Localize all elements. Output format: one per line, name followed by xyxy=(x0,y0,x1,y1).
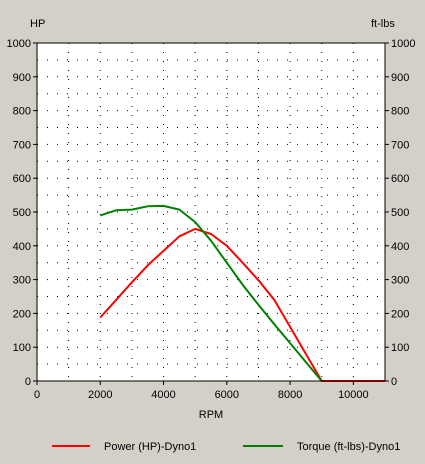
x-tick-label: 4000 xyxy=(151,389,175,401)
y-tick-label-left: 700 xyxy=(13,139,31,151)
x-tick-label: 10000 xyxy=(338,389,369,401)
x-tick-label: 2000 xyxy=(88,389,112,401)
y-tick-label-right: 900 xyxy=(391,72,409,84)
y-tick-label-left: 600 xyxy=(13,173,31,185)
y-tick-label-right: 300 xyxy=(391,275,409,287)
plot-area xyxy=(36,42,386,382)
y-tick-label-right: 1000 xyxy=(391,38,415,50)
y-tick-label-right: 0 xyxy=(391,376,397,388)
x-tick-label: 0 xyxy=(34,389,40,401)
y-tick-label-right: 700 xyxy=(391,139,409,151)
y-tick-label-left: 500 xyxy=(13,207,31,219)
y-tick-label-left: 400 xyxy=(13,241,31,253)
y-tick-label-left: 100 xyxy=(13,342,31,354)
y-tick-label-left: 800 xyxy=(13,106,31,118)
y-tick-label-left: 0 xyxy=(25,376,31,388)
torque-series-line xyxy=(99,204,323,382)
x-tick-label: 8000 xyxy=(278,389,302,401)
x-tick-label: 6000 xyxy=(215,389,239,401)
y-tick-label-right: 800 xyxy=(391,106,409,118)
legend-label: Torque (ft-lbs)-Dyno1 xyxy=(297,441,400,453)
y-tick-label-right: 100 xyxy=(391,342,409,354)
power-series-line xyxy=(99,227,385,382)
y-axis-title-left: HP xyxy=(30,18,45,30)
y-tick-label-left: 1000 xyxy=(7,38,31,50)
y-axis-title-right: ft-lbs xyxy=(371,18,395,30)
y-tick-label-right: 400 xyxy=(391,241,409,253)
legend-label: Power (HP)-Dyno1 xyxy=(104,441,196,453)
x-axis-title: RPM xyxy=(199,409,223,421)
y-tick-label-right: 500 xyxy=(391,207,409,219)
y-tick-label-left: 200 xyxy=(13,308,31,320)
legend: Power (HP)-Dyno1 Torque (ft-lbs)-Dyno1 xyxy=(52,441,400,453)
y-tick-label-right: 200 xyxy=(391,308,409,320)
y-tick-label-left: 900 xyxy=(13,72,31,84)
y-tick-label-left: 300 xyxy=(13,275,31,287)
y-tick-label-right: 600 xyxy=(391,173,409,185)
